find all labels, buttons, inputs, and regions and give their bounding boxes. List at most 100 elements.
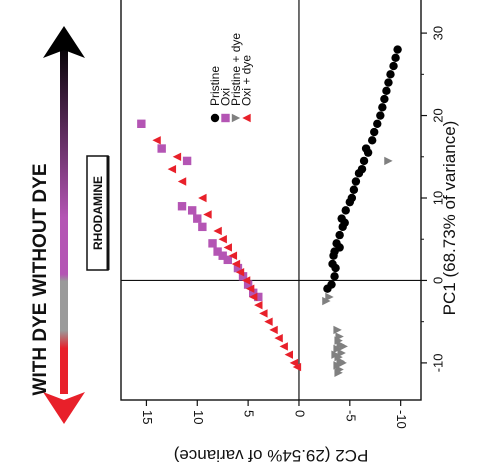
pristine-dye-point bbox=[384, 156, 393, 166]
pristine-dye-point bbox=[325, 292, 334, 302]
oxi-point bbox=[177, 202, 187, 211]
pc1-tick-label: 20 bbox=[431, 108, 446, 122]
oxi-dye-point bbox=[241, 276, 251, 285]
oxi-dye-point bbox=[203, 210, 212, 219]
pristine-dye-point bbox=[334, 368, 343, 377]
legend-label-oxi: Oxi bbox=[219, 88, 233, 106]
oxi-dye-point bbox=[223, 243, 232, 252]
pristine-point bbox=[386, 70, 395, 79]
pristine-dye-point bbox=[337, 348, 346, 358]
pc1-tick-label: 30 bbox=[431, 26, 446, 40]
oxi-dye-point bbox=[254, 300, 263, 310]
oxi-point bbox=[198, 222, 207, 232]
dye-arrow bbox=[43, 26, 85, 424]
pristine-dye-point bbox=[322, 296, 331, 306]
pc1-tick-label: -10 bbox=[431, 353, 446, 372]
pc1-tick-label: 10 bbox=[431, 191, 446, 205]
oxi-point bbox=[213, 247, 222, 256]
oxi-dye-point bbox=[269, 325, 278, 335]
pristine-point bbox=[378, 103, 387, 112]
oxi-point bbox=[249, 288, 258, 298]
arrow-head-down bbox=[43, 392, 85, 424]
pristine-point bbox=[330, 272, 339, 281]
oxi-dye-point bbox=[213, 226, 222, 236]
oxi-dye-point bbox=[177, 177, 187, 186]
pc2-tick-label: 15 bbox=[140, 410, 155, 424]
oxi-dye-point bbox=[292, 362, 302, 372]
pc2-tick-label: 5 bbox=[242, 410, 257, 417]
pristine-point bbox=[341, 206, 350, 215]
oxi-point bbox=[187, 206, 197, 215]
pc1-tick-label: 0 bbox=[431, 277, 446, 284]
pristine-point bbox=[328, 259, 337, 269]
x-axis-title: PC1 (68.73% of variance) bbox=[440, 121, 459, 316]
pristine-point bbox=[347, 193, 357, 203]
oxi-point bbox=[233, 263, 243, 273]
oxi-point bbox=[208, 239, 217, 248]
oxi-point bbox=[223, 255, 232, 265]
pc2-tick-label: -5 bbox=[343, 410, 358, 422]
oxi-dye-point bbox=[231, 259, 241, 269]
legend-label-pristine-dye: Pristine + dye bbox=[229, 33, 243, 106]
oxi-point bbox=[193, 214, 202, 223]
oxi-dye-point bbox=[198, 193, 207, 203]
rhodamine-box: RHODAMINE bbox=[86, 155, 110, 271]
pristine-point bbox=[389, 61, 398, 71]
pristine-dye-point bbox=[339, 342, 348, 351]
oxi-dye-point bbox=[264, 317, 273, 326]
oxi-dye-point bbox=[249, 292, 258, 302]
tick-labels: -10 0 10 20 30 15 10 5 0 -5 -10 bbox=[140, 26, 446, 429]
oxi-point bbox=[157, 144, 166, 153]
pristine-point bbox=[376, 111, 385, 120]
oxi-dye-point bbox=[245, 284, 255, 293]
pc2-tick-label: 10 bbox=[191, 410, 206, 424]
pristine-point bbox=[367, 136, 377, 145]
pristine-point bbox=[332, 239, 341, 248]
pc2-tick-label: -10 bbox=[394, 410, 409, 429]
pristine-point bbox=[380, 94, 389, 104]
pristine-point bbox=[349, 185, 359, 194]
pristine-point bbox=[370, 127, 379, 137]
oxi-dye-point bbox=[218, 235, 227, 244]
oxi-dye-point bbox=[284, 350, 293, 359]
pristine-point bbox=[382, 86, 391, 96]
oxi-dye-point bbox=[235, 268, 245, 277]
legend-marker-pristine-dye bbox=[231, 113, 241, 123]
oxi-point bbox=[182, 156, 192, 166]
oxi-dye-point bbox=[167, 164, 177, 174]
pristine-point bbox=[393, 45, 402, 54]
oxi-point bbox=[137, 119, 146, 128]
pristine-point bbox=[335, 230, 344, 240]
pristine-point bbox=[357, 164, 367, 174]
pc2-tick-label: 0 bbox=[293, 410, 308, 417]
arrow-head-up bbox=[43, 26, 85, 58]
legend-marker-oxi-dye bbox=[242, 113, 251, 123]
pristine-point bbox=[373, 119, 382, 128]
pristine-point bbox=[384, 78, 393, 87]
legend-marker-pristine bbox=[210, 113, 220, 123]
oxi-point bbox=[238, 272, 248, 281]
legend-marker-oxi bbox=[221, 113, 230, 123]
oxi-dye-point bbox=[279, 342, 288, 351]
without-dye-label: WITHOUT DYE bbox=[30, 164, 51, 297]
legend-label-pristine: Pristine bbox=[208, 66, 222, 106]
axis-ticks bbox=[145, 32, 427, 406]
pristine-point bbox=[337, 214, 346, 223]
oxi-dye-point bbox=[152, 136, 161, 145]
oxi-dye-point bbox=[259, 309, 268, 318]
arrow-shaft bbox=[60, 42, 68, 394]
oxi-dye-point bbox=[289, 358, 299, 368]
pristine-dye-point bbox=[331, 350, 340, 359]
pristine-point bbox=[359, 156, 369, 166]
oxi-point bbox=[243, 280, 253, 289]
pristine-dye-point bbox=[333, 325, 342, 335]
oxi-dye-point bbox=[228, 251, 238, 260]
oxi-point bbox=[254, 292, 263, 302]
oxi-dye-point bbox=[274, 333, 283, 343]
plot-frame bbox=[120, 0, 422, 401]
y-axis-title: PC2 (29.54% of variance) bbox=[174, 446, 369, 465]
reference-lines bbox=[121, 0, 421, 400]
